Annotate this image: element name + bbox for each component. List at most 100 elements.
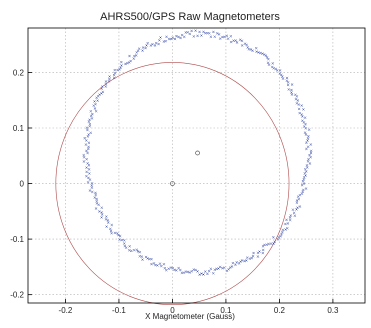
y-axis-ticks: -0.2 -0.1 0 0.1 0.2 [10,68,32,300]
data-point [82,153,85,157]
data-point [169,266,173,269]
data-point [87,163,91,167]
data-point [118,238,121,241]
data-point [232,39,235,42]
data-point [90,184,93,187]
data-point [287,88,291,91]
data-point [286,222,290,225]
data-point [292,211,296,215]
data-point [133,54,136,58]
x-tick-label: -0.1 [112,306,126,315]
center-markers [170,150,200,186]
data-point [281,228,285,232]
data-point [91,112,94,116]
data-point [238,38,242,41]
y-tick-label: -0.1 [10,235,24,244]
data-point [209,35,213,39]
data-point [289,214,293,217]
data-point [192,35,196,38]
data-point [124,62,127,66]
data-point [89,110,93,113]
data-point [135,51,138,54]
data-point [295,102,299,105]
data-point [308,162,312,165]
data-point [285,79,289,83]
data-point [134,54,138,57]
data-point [85,149,88,153]
data-point [106,219,110,222]
data-point [167,37,171,41]
data-point [188,32,192,36]
data-point [157,42,160,46]
data-point [269,242,273,245]
data-point [124,246,128,249]
data-point [192,268,196,271]
data-point [128,249,131,252]
data-point [302,182,306,185]
data-point [164,39,167,43]
data-point [86,151,89,155]
data-point [297,103,301,106]
data-point [119,66,122,69]
data-point [286,226,289,230]
data-point [149,44,153,47]
data-point [116,68,119,72]
data-point [88,124,92,128]
data-series [82,29,313,276]
data-point [123,239,126,242]
data-point [82,160,86,163]
data-point [308,153,311,157]
data-point [90,117,94,120]
data-point [257,51,260,54]
data-point [100,92,103,95]
data-point [309,149,313,153]
data-point [248,257,252,260]
data-point [245,43,248,47]
data-point [296,99,300,102]
data-point [222,266,226,269]
data-point [138,250,142,254]
data-point [151,42,154,46]
data-point [180,33,184,37]
data-point [304,133,308,136]
data-point [243,42,247,46]
data-point [301,190,304,194]
data-point [153,44,157,47]
data-point [306,145,310,149]
data-point [256,255,260,258]
data-point [218,265,222,269]
x-axis-ticks: -0.2 -0.1 0 0.1 0.2 0.3 [59,299,339,315]
data-point [113,231,117,235]
data-point [247,48,251,51]
data-point [86,128,89,132]
data-point [118,234,122,238]
data-point [108,77,111,81]
data-point [245,259,248,262]
data-point [196,270,199,273]
data-point [225,34,229,38]
data-point [204,270,207,273]
data-point [281,230,284,234]
data-point [90,186,94,189]
data-point [101,85,104,88]
data-point [250,256,254,260]
data-point [160,264,163,268]
data-point [301,179,305,183]
x-tick-label: 0.3 [327,306,339,315]
data-point [156,264,159,267]
data-point [251,49,254,53]
data-point [254,46,258,50]
data-point [262,53,266,56]
data-point [245,256,249,259]
data-point [255,50,258,53]
data-point [112,73,116,77]
data-point [306,139,309,142]
data-point [276,238,280,241]
data-point [307,134,310,138]
data-point [141,46,145,49]
data-point [207,269,211,273]
chart-title: AHRS500/GPS Raw Magnetometers [100,11,280,23]
data-point [167,267,170,270]
data-point [87,147,90,151]
y-tick-label: -0.2 [10,291,24,300]
